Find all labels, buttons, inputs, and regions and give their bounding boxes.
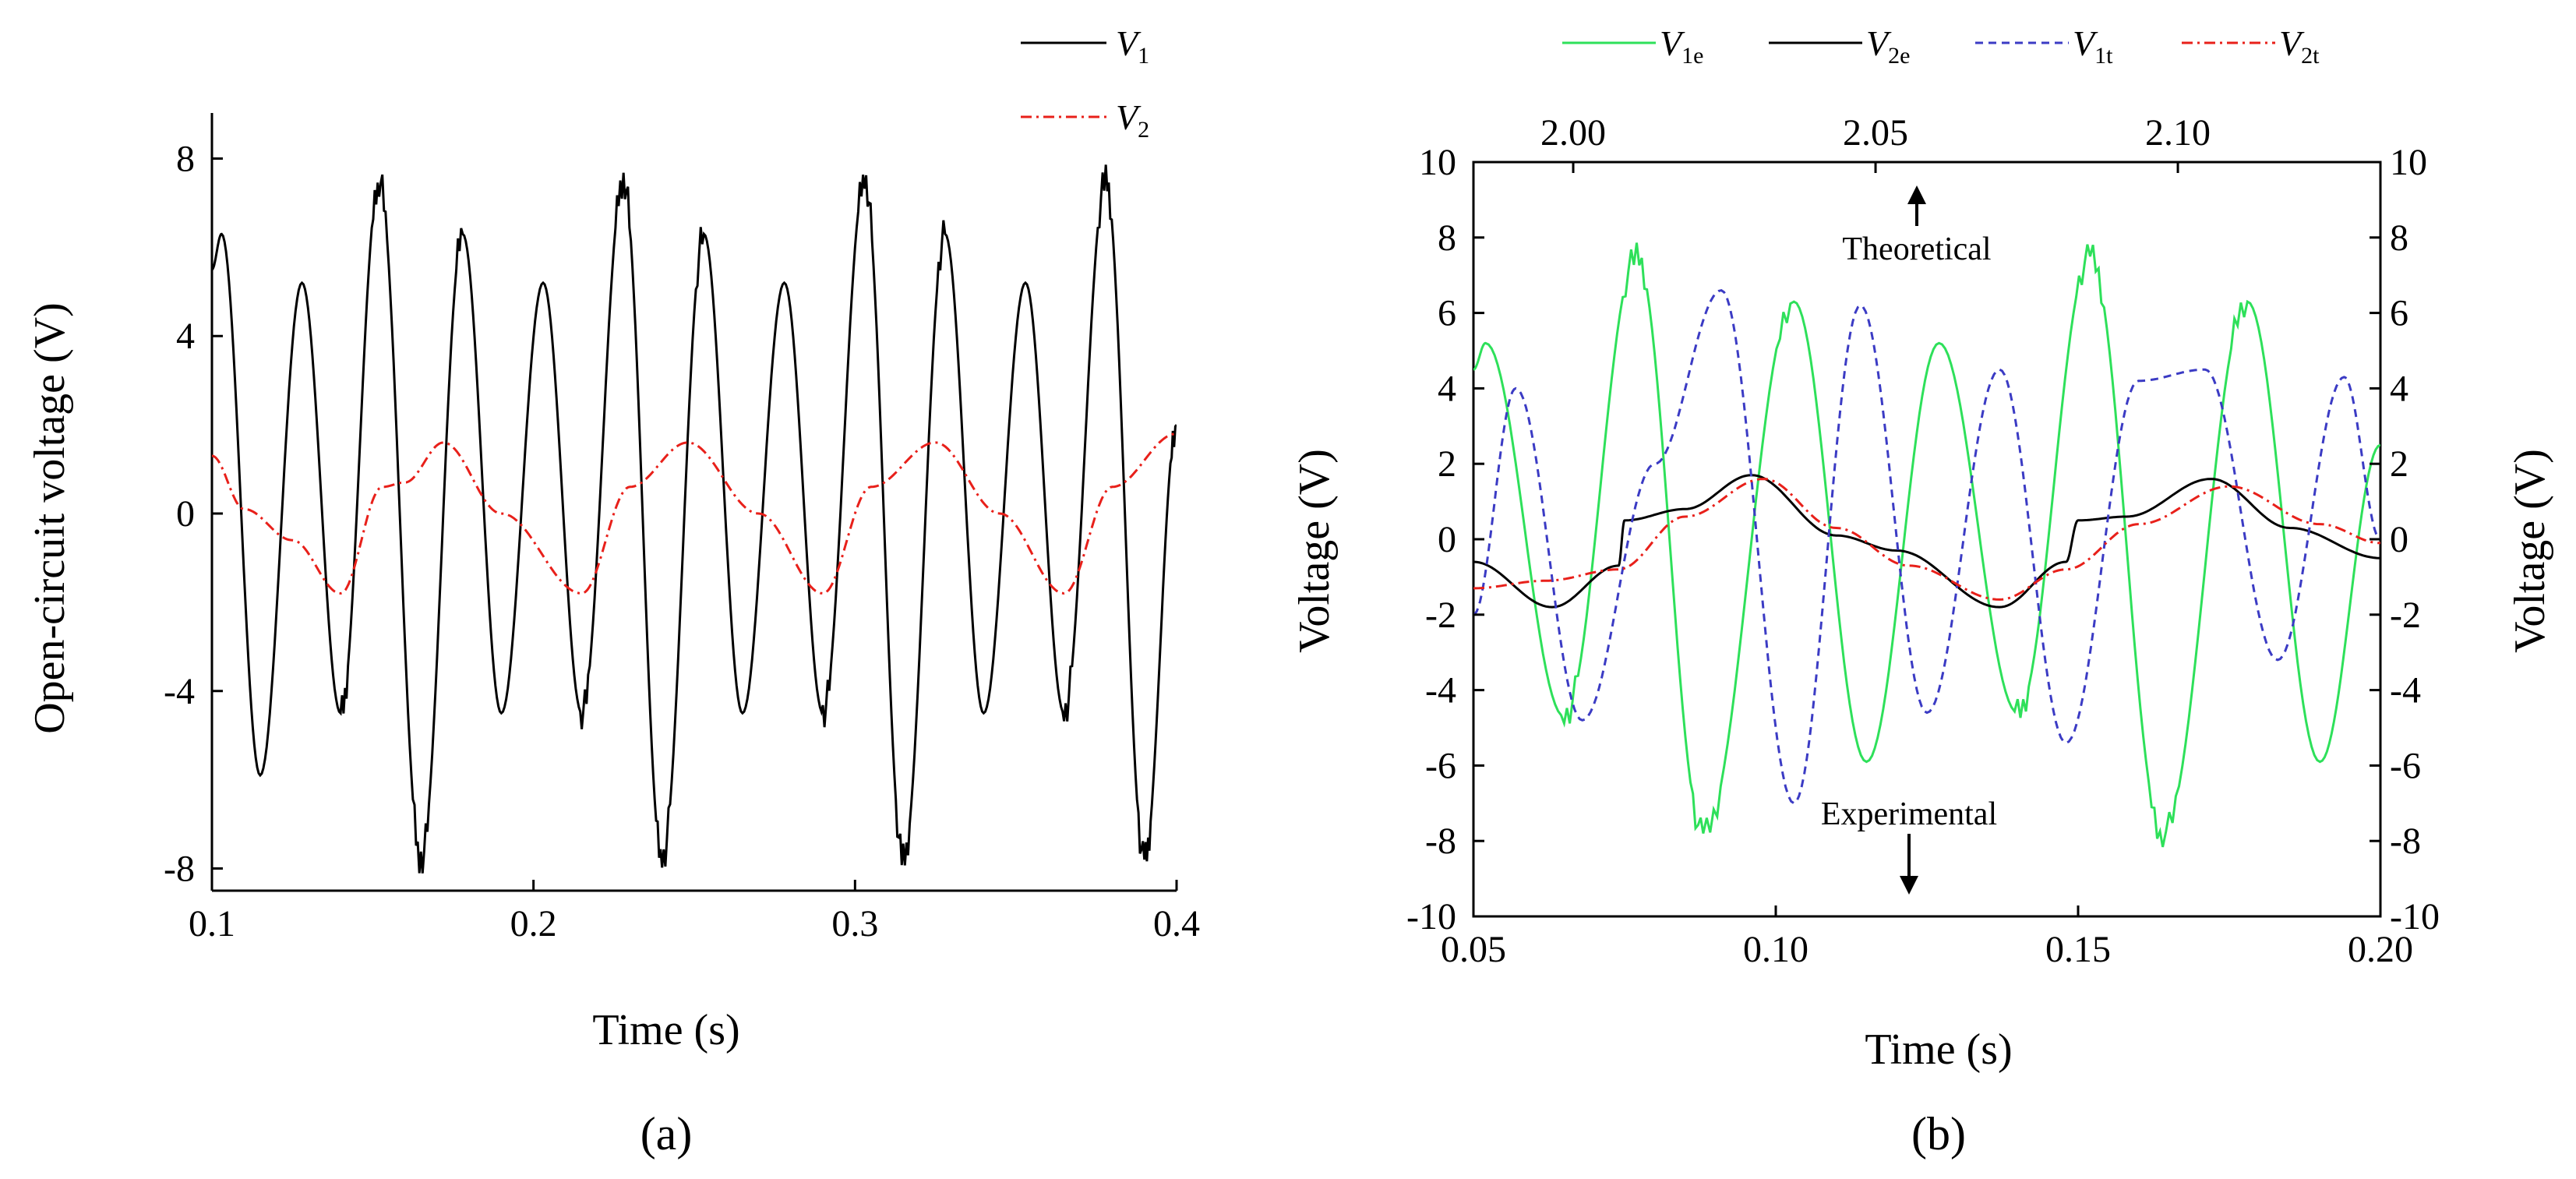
panel-b-y-axis-title: Voltage (V): [1290, 449, 1339, 653]
x-tick-label: 0.4: [1153, 903, 1200, 944]
panel-a-label: (a): [640, 1108, 693, 1160]
panel-a-x-axis-title: Time (s): [592, 1006, 739, 1054]
arrow-down-head: [1900, 876, 1918, 895]
legend-label-subscript: 1e: [1681, 43, 1703, 69]
y-tick-label: -10: [1406, 896, 1456, 937]
y2-tick-label: -4: [2390, 670, 2421, 711]
y2-tick-label: -8: [2390, 821, 2421, 862]
legend-label-subscript: 2t: [2301, 43, 2320, 69]
legend-label-v2e: V2e: [1866, 23, 1910, 69]
x2-tick-label: 2.10: [2145, 112, 2211, 154]
y-tick-label: 8: [1438, 217, 1456, 259]
legend-label-main: V: [1116, 97, 1142, 137]
y-tick-label: 4: [176, 316, 195, 357]
panel-b-right-y-axis-title: Voltage (V): [2506, 449, 2554, 653]
legend-label-main: V: [2279, 23, 2305, 63]
legend-label-subscript: 1: [1138, 43, 1149, 69]
x-tick-label: 0.10: [1743, 929, 1808, 970]
series-line-v2e: [1473, 474, 2380, 609]
series-line-v2: [212, 432, 1177, 595]
x-tick-label: 0.20: [2348, 929, 2413, 970]
x-tick-label: 0.3: [831, 903, 878, 944]
panel-a-axes: [210, 113, 1177, 892]
y-tick-label: 4: [1438, 368, 1456, 409]
y-tick-label: 0: [1438, 519, 1456, 560]
legend-label-subscript: 1t: [2094, 43, 2113, 69]
x-tick-label: 0.05: [1441, 929, 1506, 970]
y2-tick-label: -6: [2390, 745, 2421, 786]
panel-b-legend: V1e V2e V1t V2t: [1562, 23, 2320, 69]
annotation-experimental: Experimental: [1821, 796, 1997, 832]
y2-tick-label: 6: [2390, 293, 2408, 334]
y2-tick-label: 10: [2390, 142, 2427, 183]
legend-label-main: V: [1660, 23, 1685, 63]
x-tick-label: 0.15: [2045, 929, 2111, 970]
y-tick-label: 8: [176, 138, 195, 179]
series-line-v1: [212, 164, 1177, 874]
legend-label-v1: V1: [1116, 23, 1149, 69]
y2-tick-label: 2: [2390, 443, 2408, 485]
panel-b-label: (b): [1911, 1108, 1966, 1160]
legend-label-main: V: [1116, 23, 1142, 63]
y-tick-label: -8: [164, 849, 195, 890]
legend-label-v1t: V1t: [2073, 23, 2113, 69]
panel-b-annotations: Theoretical Experimental: [1821, 185, 1997, 895]
series-line-v1e: [1473, 242, 2380, 848]
x-tick-label: 0.1: [189, 903, 235, 944]
panel-a-series: [212, 164, 1177, 874]
y2-tick-label: -2: [2390, 595, 2421, 636]
x2-tick-label: 2.05: [1843, 112, 1908, 154]
legend-label-main: V: [2073, 23, 2098, 63]
legend-label-subscript: 2e: [1888, 43, 1910, 69]
annotation-theoretical: Theoretical: [1842, 231, 1991, 267]
y2-tick-label: 0: [2390, 519, 2408, 560]
y-tick-label: 0: [176, 493, 195, 535]
panel-a-ticks: 0.1 0.2 0.3 0.4 -8 -4 0 4 8: [164, 138, 1200, 944]
y2-tick-label: 8: [2390, 217, 2408, 259]
y-tick-label: 10: [1419, 142, 1456, 183]
legend-label-v2: V2: [1116, 97, 1149, 143]
y2-tick-label: -10: [2390, 896, 2440, 937]
y-tick-label: 2: [1438, 443, 1456, 485]
y-tick-label: -4: [164, 671, 195, 712]
panel-b-x-axis-title: Time (s): [1865, 1025, 2012, 1074]
y-tick-label: -8: [1425, 821, 1456, 862]
panel-b: 0.05 0.10 0.15 0.20-10 -10-8 -8-6 -6-4 -4-2 -20 0…: [1290, 23, 2554, 1160]
legend-label-v1e: V1e: [1660, 23, 1703, 69]
panel-b-ticks: 0.05 0.10 0.15 0.20-10 -10-8 -8-6 -6-4 -4-2 -20 0…: [1406, 112, 2440, 970]
x-tick-label: 0.2: [510, 903, 557, 944]
x2-tick-label: 2.00: [1540, 112, 1606, 154]
y2-tick-label: 4: [2390, 368, 2408, 409]
panel-b-series: [1473, 242, 2380, 848]
y-tick-label: 6: [1438, 293, 1456, 334]
series-line-v1t: [1473, 288, 2380, 805]
y-tick-label: -4: [1425, 670, 1456, 711]
arrow-up-head: [1907, 185, 1926, 204]
panel-a-y-axis-title: Open-circuit voltage (V): [26, 302, 74, 734]
legend-label-v2t: V2t: [2279, 23, 2320, 69]
legend-label-main: V: [1866, 23, 1892, 63]
y-tick-label: -2: [1425, 595, 1456, 636]
legend-label-subscript: 2: [1138, 117, 1149, 143]
y-tick-label: -6: [1425, 745, 1456, 786]
